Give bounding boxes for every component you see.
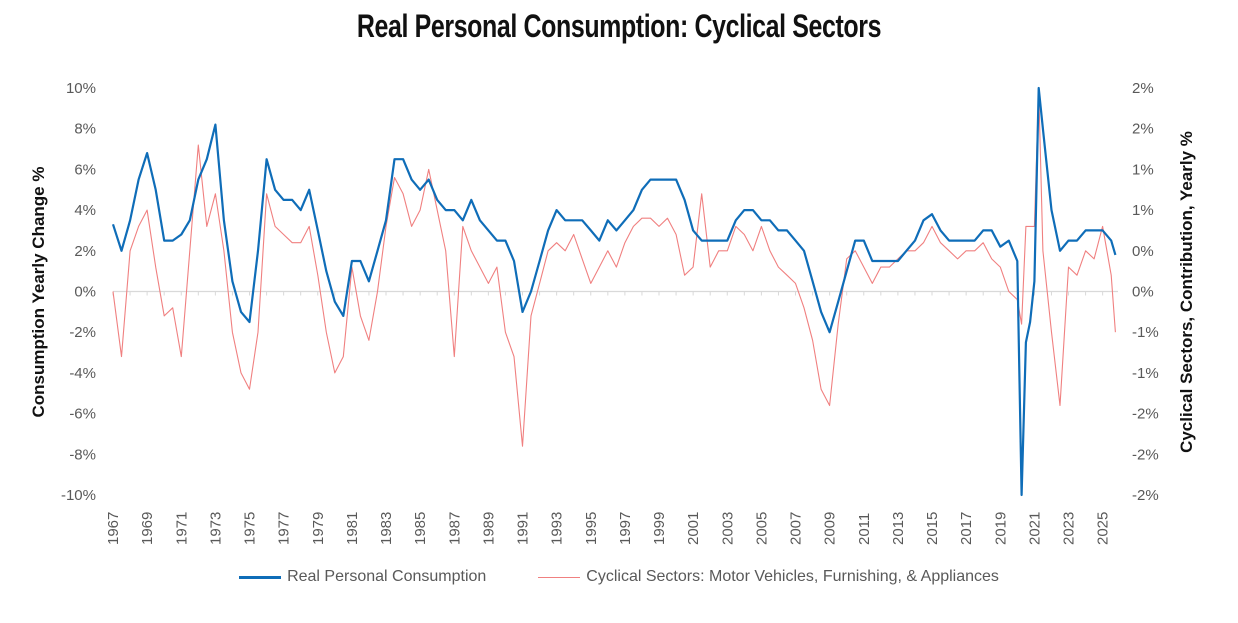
x-tick-label: 1985: [412, 512, 429, 545]
x-tick-label: 1971: [173, 512, 190, 545]
chart-title: Real Personal Consumption: Cyclical Sect…: [356, 8, 882, 44]
x-tick-label: 2023: [1061, 512, 1078, 545]
x-tick-label: 1987: [446, 512, 463, 545]
y-right-tick-label: -2%: [1132, 406, 1159, 423]
series-line-real-personal-consumption: [111, 86, 1117, 497]
x-tick-label: 2007: [788, 512, 805, 545]
y-left-tick-label: 4%: [74, 202, 96, 219]
y-left-tick-label: -2%: [69, 324, 96, 341]
y-left-tick-label: -6%: [69, 406, 96, 423]
x-tick-label: 1983: [378, 512, 395, 545]
x-tick-label: 2017: [958, 512, 975, 545]
legend-swatch-red: [538, 576, 581, 578]
legend-label: Cyclical Sectors: Motor Vehicles, Furnis…: [586, 568, 999, 585]
x-tick-label: 1967: [105, 512, 122, 545]
x-tick-label: 2011: [856, 513, 873, 545]
x-tick-label: 1999: [651, 512, 668, 545]
x-tick-label: 2003: [719, 512, 736, 545]
x-tick-label: 2021: [1026, 512, 1043, 545]
x-tick-label: 1989: [480, 512, 497, 545]
x-tick-label: 1993: [549, 512, 566, 545]
y-left-tick-label: 2%: [74, 243, 96, 260]
y-right-tick-label: -2%: [1132, 487, 1159, 504]
legend-swatch-blue: [239, 575, 282, 579]
y-right-tick-label: -1%: [1132, 324, 1159, 341]
y-left-tick-label: -8%: [69, 446, 96, 463]
legend: Real Personal Consumption Cyclical Secto…: [0, 568, 1238, 586]
y-right-tick-label: 0%: [1132, 243, 1154, 260]
x-tick-label: 1973: [207, 512, 224, 545]
x-tick-label: 1997: [617, 512, 634, 545]
x-tick-label: 2013: [890, 512, 907, 545]
y-axis-right-label: Cyclical Sectors, Contribution, Yearly %: [1177, 131, 1196, 453]
y-left-tick-label: 10%: [66, 80, 96, 97]
y-right-tick-label: 2%: [1132, 80, 1154, 97]
legend-item-consumption: Real Personal Consumption: [239, 568, 486, 586]
y-right-tick-label: 1%: [1132, 202, 1154, 219]
y-axis-left-label: Consumption Yearly Change %: [29, 167, 48, 418]
x-tick-label: 2005: [753, 512, 770, 545]
y-left-tick-label: 8%: [74, 121, 96, 138]
x-tick-label: 2001: [685, 512, 702, 545]
y-right-tick-label: 2%: [1132, 121, 1154, 138]
y-right-tick-label: -1%: [1132, 365, 1159, 382]
x-tick-label: 2009: [822, 512, 839, 545]
x-tick-label: 1979: [310, 512, 327, 545]
y-right-tick-label: 1%: [1132, 161, 1154, 178]
y-left-tick-label: 6%: [74, 161, 96, 178]
x-tick-label: 1969: [139, 512, 156, 545]
x-tick-label: 1981: [344, 512, 361, 545]
y-left-tick-label: -4%: [69, 365, 96, 382]
y-left-tick-label: -10%: [61, 487, 96, 504]
x-tick-label: 1995: [583, 512, 600, 545]
x-tick-label: 2015: [924, 512, 941, 545]
x-tick-label: 1991: [515, 512, 532, 545]
y-right-tick-label: -2%: [1132, 446, 1159, 463]
y-right-tick-label: 0%: [1132, 284, 1154, 301]
y-left-tick-label: 0%: [74, 284, 96, 301]
legend-item-cyclical: Cyclical Sectors: Motor Vehicles, Furnis…: [538, 568, 999, 586]
x-tick-label: 2025: [1095, 512, 1112, 545]
legend-label: Real Personal Consumption: [287, 568, 487, 585]
x-tick-label: 1977: [276, 512, 293, 545]
x-tick-label: 2019: [992, 512, 1009, 545]
series-line-cyclical-sectors: [112, 87, 1116, 447]
x-tick-label: 1975: [242, 512, 259, 545]
